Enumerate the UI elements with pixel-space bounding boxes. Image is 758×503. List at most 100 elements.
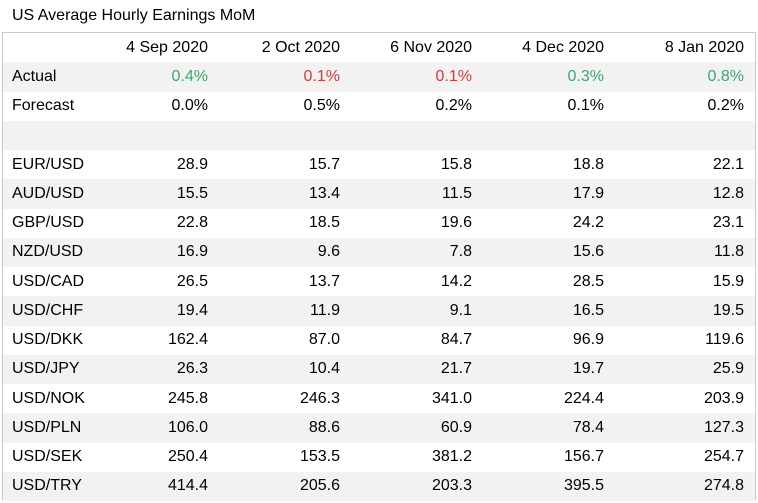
- pair-value: 15.8: [440, 155, 472, 173]
- forecast-value: 0.0%: [171, 97, 208, 115]
- column-header: 4 Dec 2020: [522, 38, 604, 56]
- spacer-row: [3, 120, 755, 150]
- pair-value: 224.4: [563, 389, 604, 407]
- pair-value: 395.5: [483, 471, 615, 501]
- pair-label: USD/SEK: [12, 448, 83, 466]
- table-row: NZD/USD 16.9 9.6 7.8 15.6 11.8: [3, 237, 755, 267]
- pair-value: 96.9: [572, 331, 604, 349]
- table-title: US Average Hourly Earnings MoM: [12, 7, 256, 24]
- pair-value: 28.5: [572, 272, 604, 290]
- pair-value: 11.5: [351, 179, 483, 209]
- pair-label: USD/TRY: [3, 471, 109, 501]
- pair-value: 15.7: [308, 155, 340, 173]
- pair-value: 156.7: [563, 448, 604, 466]
- pair-value: 205.6: [219, 471, 351, 501]
- actual-value: 0.4%: [109, 62, 219, 92]
- pair-value: 11.9: [219, 296, 351, 326]
- earnings-table-container: 4 Sep 2020 2 Oct 2020 6 Nov 2020 4 Dec 2…: [2, 32, 756, 501]
- pair-value: 127.3: [615, 413, 755, 443]
- pair-value: 15.9: [712, 272, 744, 290]
- pair-value: 21.7: [351, 354, 483, 384]
- row-label: Actual: [3, 62, 109, 92]
- pair-value: 87.0: [308, 331, 340, 349]
- pair-value: 28.9: [176, 155, 208, 173]
- pair-label: USD/JPY: [3, 354, 109, 384]
- column-header: 8 Jan 2020: [664, 38, 744, 56]
- table-row: USD/SEK 250.4 153.5 381.2 156.7 254.7: [3, 443, 755, 472]
- pair-label: USD/DKK: [12, 331, 84, 349]
- actual-value: 0.1%: [219, 62, 351, 92]
- pair-value: 16.5: [483, 296, 615, 326]
- actual-value: 0.3%: [483, 62, 615, 92]
- pair-value: 23.1: [712, 214, 744, 232]
- pair-value: 18.8: [572, 155, 604, 173]
- pair-value: 15.5: [109, 179, 219, 209]
- actual-value: 0.8%: [615, 62, 755, 92]
- column-header: 6 Nov 2020: [390, 38, 472, 56]
- actual-value: 0.1%: [351, 62, 483, 92]
- pair-value: 203.9: [703, 389, 744, 407]
- pair-value: 84.7: [440, 331, 472, 349]
- pair-value: 26.3: [109, 354, 219, 384]
- pair-value: 25.9: [615, 354, 755, 384]
- pair-value: 19.6: [440, 214, 472, 232]
- spacer-cell: [483, 120, 615, 150]
- pair-value: 106.0: [109, 413, 219, 443]
- pair-label: GBP/USD: [12, 214, 85, 232]
- forecast-value: 0.5%: [303, 97, 340, 115]
- pair-value: 11.8: [615, 237, 755, 267]
- pair-label: NZD/USD: [3, 237, 109, 267]
- pair-value: 22.1: [712, 155, 744, 173]
- forecast-row: Forecast 0.0% 0.5% 0.2% 0.1% 0.2%: [3, 92, 755, 121]
- spacer-cell: [219, 120, 351, 150]
- earnings-table: 4 Sep 2020 2 Oct 2020 6 Nov 2020 4 Dec 2…: [3, 33, 755, 501]
- header-row: 4 Sep 2020 2 Oct 2020 6 Nov 2020 4 Dec 2…: [3, 33, 755, 62]
- spacer-cell: [3, 120, 109, 150]
- pair-label: USD/CHF: [3, 296, 109, 326]
- table-row: USD/DKK 162.4 87.0 84.7 96.9 119.6: [3, 326, 755, 355]
- pair-label: EUR/USD: [12, 155, 85, 173]
- pair-value: 203.3: [351, 471, 483, 501]
- pair-value: 274.8: [615, 471, 755, 501]
- pair-value: 381.2: [431, 448, 472, 466]
- table-row: USD/NOK 245.8 246.3 341.0 224.4 203.9: [3, 384, 755, 413]
- pair-value: 414.4: [109, 471, 219, 501]
- pair-value: 119.6: [705, 331, 744, 349]
- pair-value: 16.9: [109, 237, 219, 267]
- row-label: Forecast: [12, 97, 75, 115]
- spacer-cell: [109, 120, 219, 150]
- pair-label: USD/PLN: [3, 413, 109, 443]
- pair-value: 13.4: [219, 179, 351, 209]
- pair-value: 14.2: [440, 272, 472, 290]
- table-row: EUR/USD 28.9 15.7 15.8 18.8 22.1: [3, 150, 755, 179]
- pair-value: 26.5: [176, 272, 208, 290]
- pair-value: 153.5: [299, 448, 340, 466]
- pair-value: 341.0: [431, 389, 472, 407]
- table-row: AUD/USD 15.5 13.4 11.5 17.9 12.8: [3, 179, 755, 209]
- pair-value: 13.7: [308, 272, 340, 290]
- forecast-value: 0.2%: [435, 97, 472, 115]
- table-row: USD/CAD 26.5 13.7 14.2 28.5 15.9: [3, 267, 755, 296]
- pair-value: 19.5: [615, 296, 755, 326]
- pair-value: 245.8: [167, 389, 208, 407]
- pair-value: 18.5: [308, 214, 340, 232]
- pair-label: AUD/USD: [3, 179, 109, 209]
- forecast-value: 0.2%: [707, 97, 744, 115]
- pair-value: 9.1: [351, 296, 483, 326]
- pair-value: 10.4: [219, 354, 351, 384]
- pair-label: USD/NOK: [12, 389, 85, 407]
- pair-value: 15.6: [483, 237, 615, 267]
- spacer-cell: [351, 120, 483, 150]
- pair-value: 17.9: [483, 179, 615, 209]
- actual-row: Actual 0.4% 0.1% 0.1% 0.3% 0.8%: [3, 62, 755, 92]
- pair-value: 19.4: [109, 296, 219, 326]
- table-row: USD/TRY 414.4 205.6 203.3 395.5 274.8: [3, 471, 755, 501]
- pair-value: 9.6: [219, 237, 351, 267]
- pair-value: 246.3: [299, 389, 340, 407]
- column-header: 4 Sep 2020: [126, 38, 208, 56]
- pair-value: 88.6: [219, 413, 351, 443]
- pair-value: 22.8: [176, 214, 208, 232]
- pair-label: USD/CAD: [12, 272, 85, 290]
- table-row: USD/CHF 19.4 11.9 9.1 16.5 19.5: [3, 296, 755, 326]
- header-corner: [3, 33, 109, 62]
